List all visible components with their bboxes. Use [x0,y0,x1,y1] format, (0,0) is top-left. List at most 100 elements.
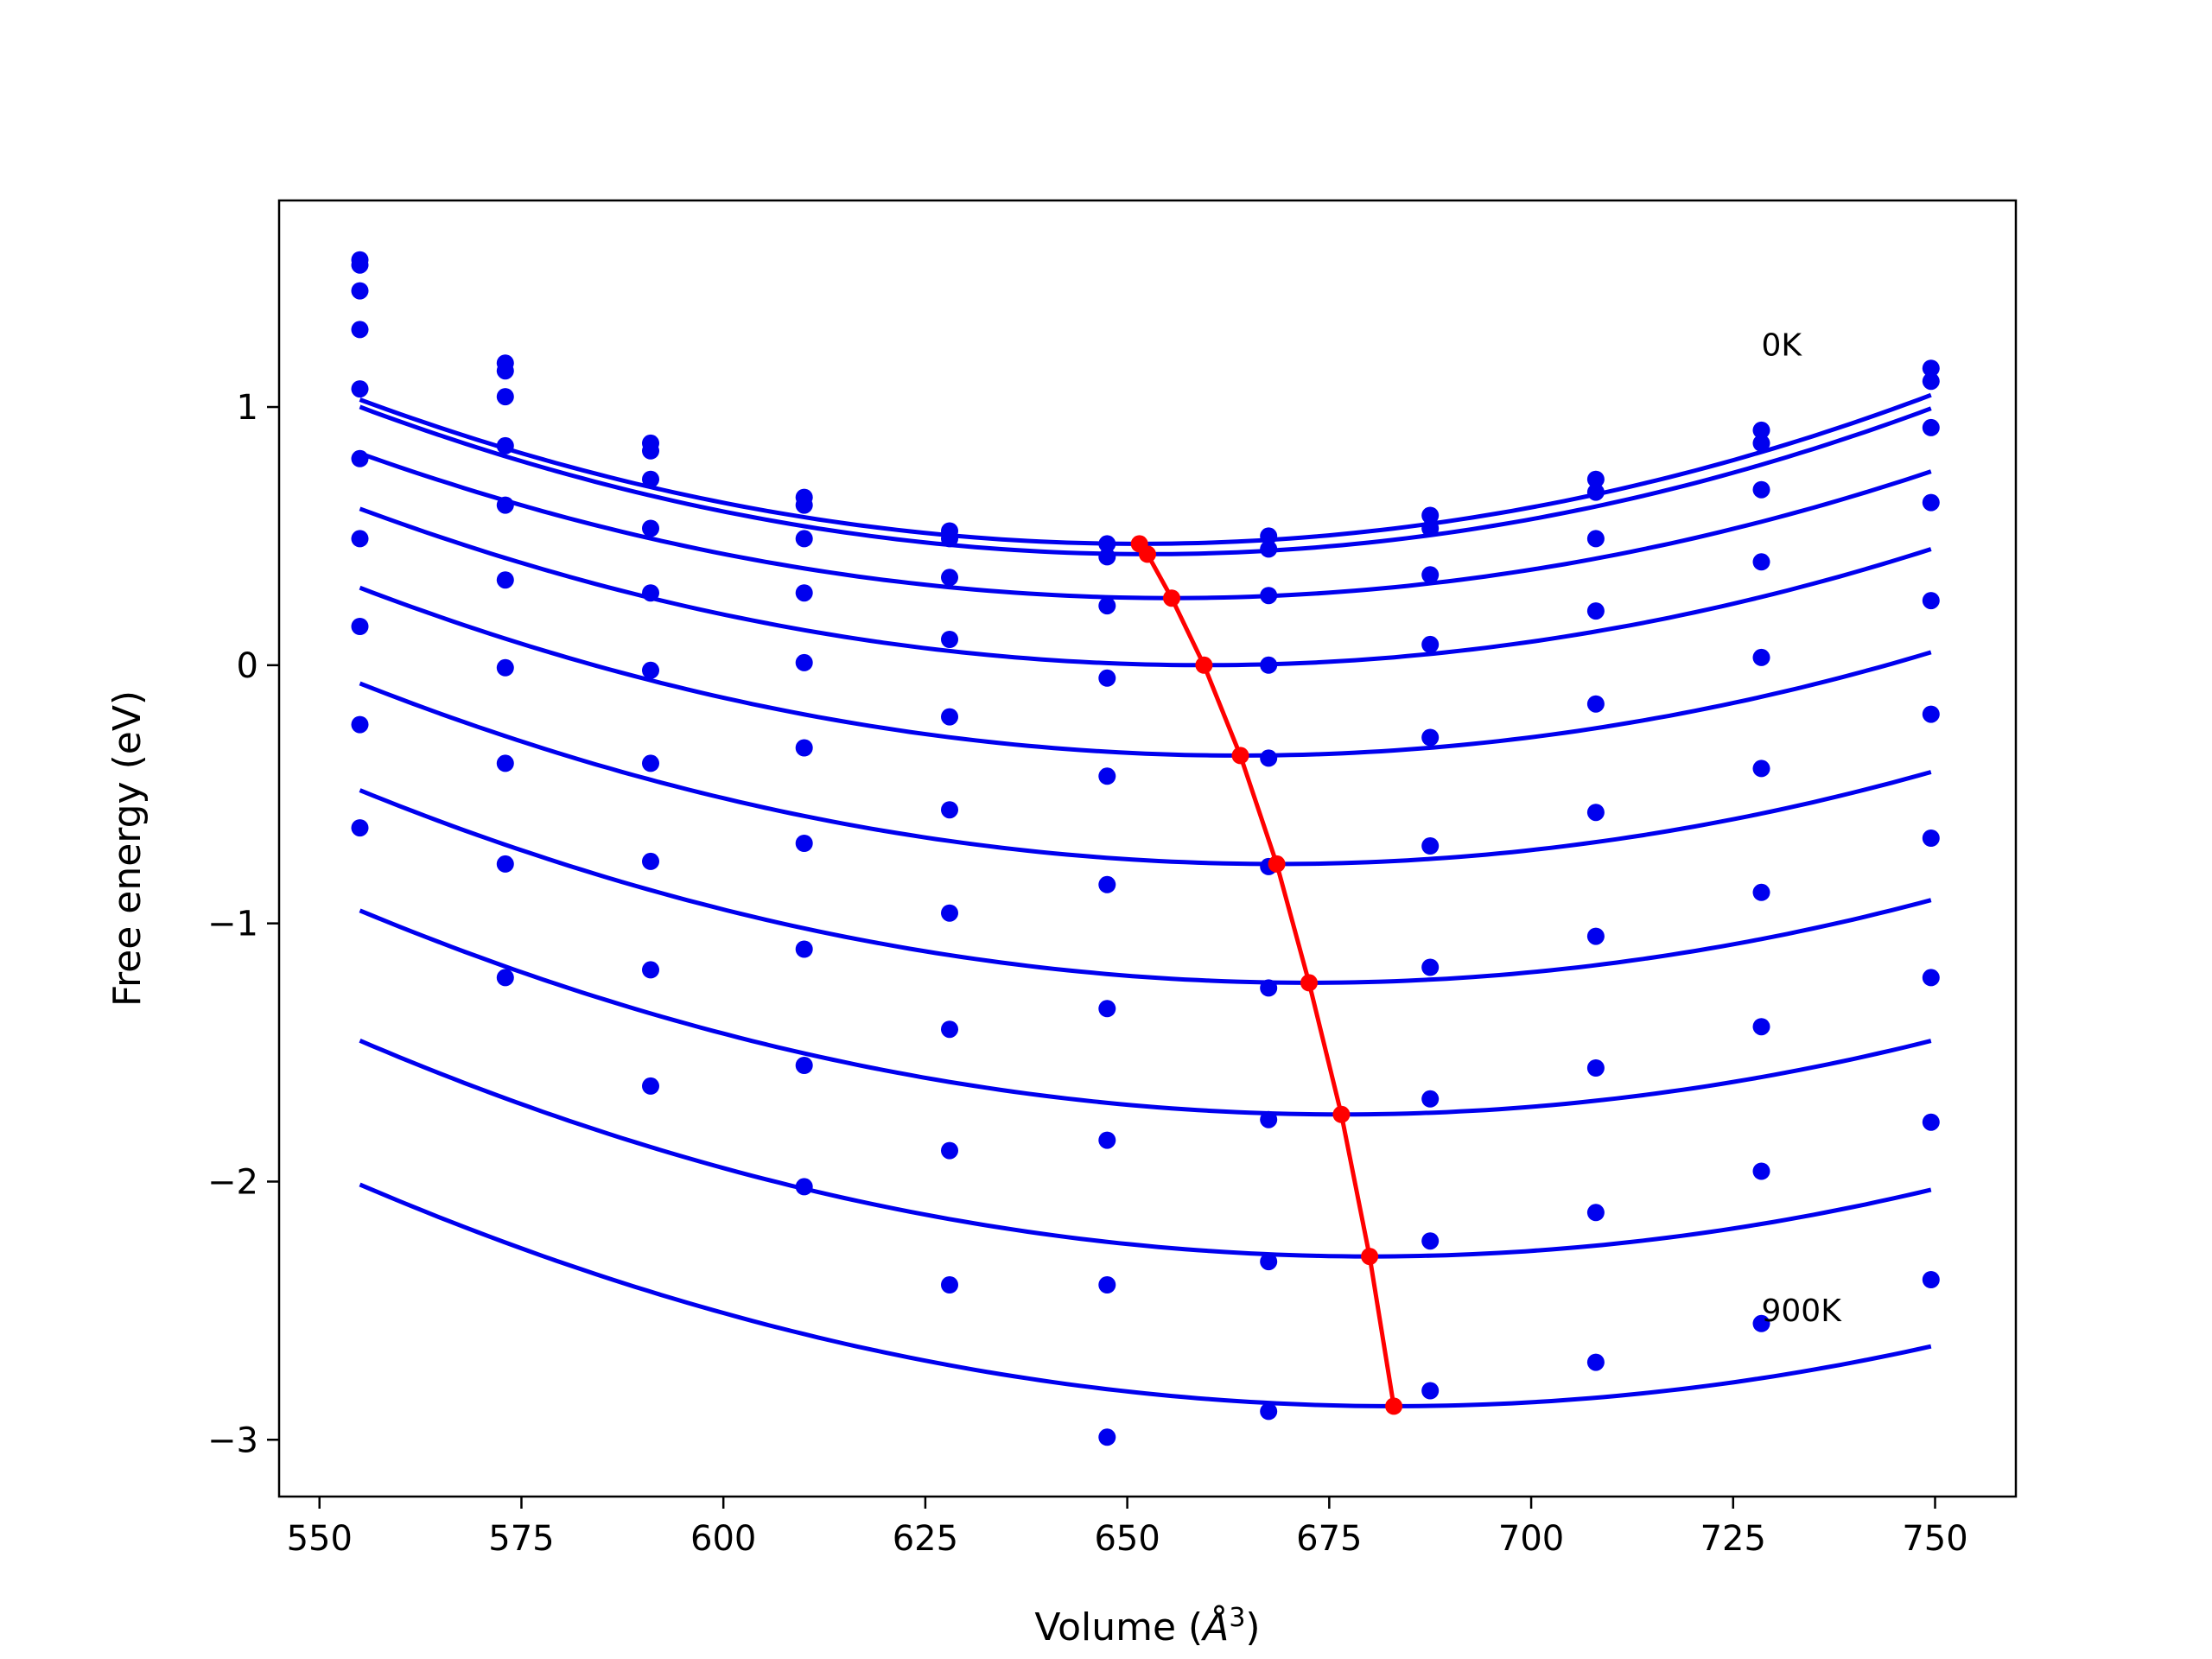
x-tick-label: 550 [287,1519,353,1559]
data-point [642,519,659,537]
data-point [1586,1204,1605,1222]
x-axis-label: Volume (Å3) [1034,1603,1260,1649]
data-point [1098,548,1116,566]
x-tick-label: 675 [1296,1519,1362,1559]
data-point [642,584,659,602]
data-point [1586,1059,1605,1077]
data-point [1260,749,1278,767]
data-point [496,754,514,772]
data-point [1752,1018,1770,1036]
fit-curve-3 [359,451,1932,601]
data-point [1260,979,1278,997]
data-point [351,380,369,398]
data-point [1260,527,1278,545]
x-tick-label: 650 [1094,1519,1160,1559]
data-point [1752,421,1770,439]
data-point [941,1141,958,1160]
plot-frame [277,199,2018,1498]
plot-layer [351,251,1940,1446]
data-point [1922,493,1940,512]
data-point [1098,1428,1116,1446]
data-point [1098,597,1116,615]
data-point [1586,602,1605,620]
data-point [1752,1314,1770,1332]
data-point [1098,669,1116,687]
data-point [795,584,813,602]
data-point [1421,506,1440,524]
data-point [941,904,958,922]
minimum-point [1231,747,1249,765]
data-point [1922,372,1940,391]
x-tick-label: 625 [893,1519,958,1559]
data-point [1586,470,1605,488]
fit-curve-5 [359,585,1932,758]
minimum-point [1300,974,1318,992]
data-point [642,661,659,679]
data-point [1098,1276,1116,1294]
fit-curve-4 [359,506,1932,668]
data-point [496,436,514,454]
data-point [1421,635,1440,653]
data-point [795,1178,813,1196]
data-point [1922,418,1940,436]
data-point [642,442,659,460]
data-point [795,1057,813,1074]
data-point [941,1276,958,1294]
data-point [496,496,514,514]
data-point [351,530,369,548]
x-tick-label: 750 [1902,1519,1967,1559]
data-point [1586,1353,1605,1371]
x-tick-label: 725 [1700,1519,1766,1559]
y-tick-label: −1 [207,905,258,944]
fit-curve-2 [359,404,1932,556]
data-point [1421,1232,1440,1250]
data-point [1922,1113,1940,1131]
minimum-point [1139,545,1156,563]
data-point [941,1020,958,1039]
data-point [1260,1402,1278,1421]
y-tick-label: 0 [237,646,258,686]
data-point [1421,958,1440,976]
fit-curve-8 [359,908,1932,1117]
data-point [941,569,958,587]
minimum-point [1195,656,1213,674]
data-point [642,470,659,488]
data-point [642,754,659,772]
data-point [1752,1162,1770,1180]
data-point [351,256,369,274]
data-point [496,658,514,677]
annotations: 0K 900K [1762,327,1843,1329]
fit-curve-10 [359,1182,1932,1408]
data-point [496,388,514,406]
data-point [351,321,369,339]
data-point [1586,804,1605,822]
data-point [1752,434,1770,452]
data-point [496,969,514,987]
data-point [1586,530,1605,548]
x-tick-label: 600 [690,1519,756,1559]
data-point [351,618,369,635]
data-point [1098,1000,1116,1018]
data-point [1752,480,1770,499]
data-point [1421,1382,1440,1400]
y-axis-ticks: −3 −2 −1 0 1 [207,388,279,1460]
data-point [1922,359,1940,378]
data-point [1922,705,1940,723]
data-point [1260,656,1278,674]
data-point [941,631,958,648]
data-point [351,715,369,734]
data-point [351,819,369,837]
data-point [941,801,958,819]
data-point [496,362,514,380]
data-point [1260,540,1278,558]
minimum-point [1163,589,1180,607]
data-point [496,571,514,589]
data-point [795,653,813,671]
data-point [795,530,813,548]
data-point [1586,483,1605,501]
data-point [1421,519,1440,537]
data-point [1421,728,1440,747]
fit-curve-1 [359,392,1932,546]
temperature-annotation: 900K [1762,1294,1843,1329]
